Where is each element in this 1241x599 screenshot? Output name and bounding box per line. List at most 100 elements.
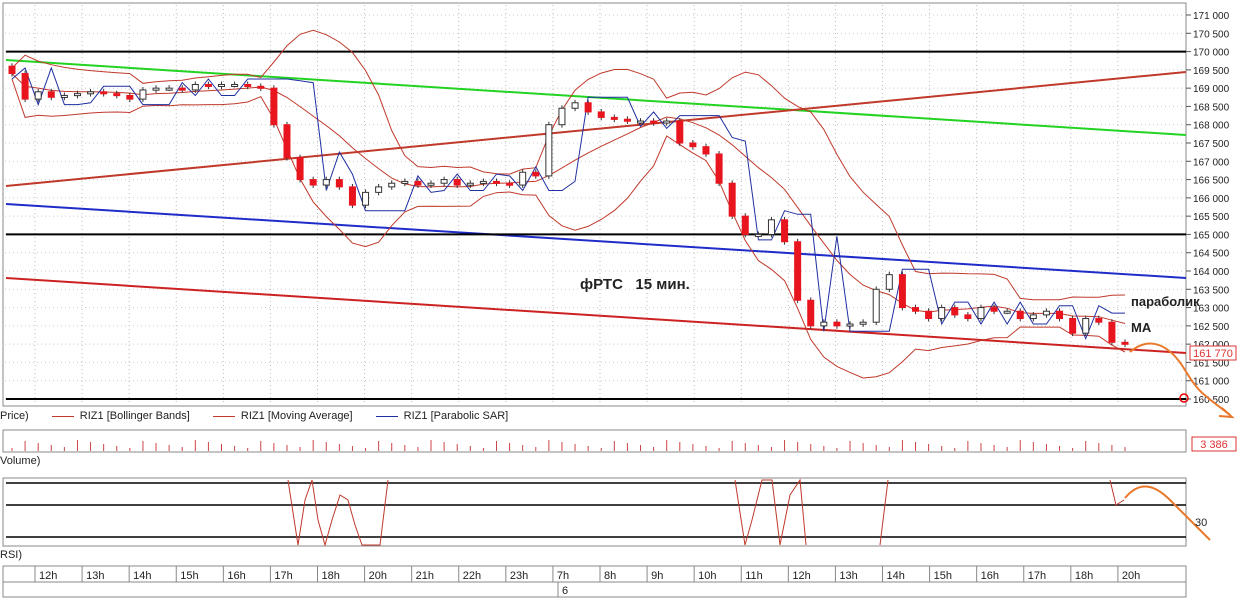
candle (584, 102, 592, 113)
legend-ma: RIZ1 [Moving Average] (212, 410, 353, 422)
candle (519, 171, 527, 186)
bollinger-lower (11, 78, 1126, 379)
bollinger-upper (11, 29, 1126, 301)
grid (5, 5, 1185, 404)
trend-line-red-up (5, 71, 1187, 187)
candle (139, 89, 147, 100)
candle (178, 87, 186, 91)
candle (126, 94, 134, 100)
candle (833, 321, 841, 327)
candle (47, 91, 55, 98)
candle (87, 91, 95, 95)
candle (283, 124, 291, 159)
price-tick-label: 161 000 (1193, 377, 1230, 388)
volume-last-box (1191, 436, 1237, 452)
candle (689, 142, 697, 148)
candle (414, 180, 422, 186)
candle (388, 182, 396, 188)
candle (872, 288, 880, 323)
trend-line-red-down (5, 277, 1187, 354)
candle (492, 180, 500, 184)
candle (204, 83, 212, 87)
price-tick-label: 161 500 (1193, 358, 1230, 369)
price-tick-label: 166 000 (1193, 194, 1230, 205)
candle (767, 219, 775, 235)
day-label: 6 (562, 585, 568, 597)
candle (113, 93, 121, 97)
candle (728, 182, 736, 217)
candle (807, 299, 815, 327)
candle (218, 83, 226, 87)
candle (335, 179, 343, 188)
price-tick-label: 169 500 (1193, 66, 1230, 77)
time-tick-label: 15h (934, 570, 952, 582)
time-tick-label: 11h (745, 570, 763, 582)
candle (938, 307, 946, 320)
price-tick-label: 163 500 (1193, 285, 1230, 296)
forecast-arrow (1129, 342, 1235, 419)
time-tick-label: 13h (86, 570, 104, 582)
candle (977, 307, 985, 320)
candle (8, 65, 16, 75)
time-labels: 12h 13h 14h 15h 16h 17h 18h 20h 21h 22h 23h 7h 8h 9h 1… (34, 566, 1140, 582)
candle (715, 153, 723, 184)
candle (479, 180, 487, 184)
candle (440, 179, 448, 184)
price-tick-label: 167 000 (1193, 157, 1230, 168)
price-tick-label: 171 000 (1193, 11, 1230, 22)
rsi-line (287, 478, 1125, 547)
time-tick-label: 22h (463, 570, 481, 582)
candle (702, 146, 710, 155)
price-tick-label: 162 500 (1193, 322, 1230, 333)
candle (34, 91, 42, 100)
candle (270, 87, 278, 126)
time-tick-label: 17h (274, 570, 292, 582)
legend-sar: RIZ1 [Parabolic SAR] (375, 410, 508, 422)
price-panel (2, 2, 1187, 407)
candle (951, 307, 959, 316)
rsi-panel-label: RSI) (0, 549, 22, 561)
price-tick-label: 166 500 (1193, 176, 1230, 187)
price-tick-label: 168 000 (1193, 121, 1230, 132)
candle (165, 87, 173, 91)
candle (597, 111, 605, 118)
price-tick-label: 164 000 (1193, 267, 1230, 278)
candle (191, 83, 199, 91)
candle (623, 118, 631, 122)
price-tick-label: 165 000 (1193, 230, 1230, 241)
candle (427, 182, 435, 186)
candle (794, 241, 802, 301)
time-tick-label: 16h (981, 570, 999, 582)
time-tick-label: 17h (1028, 570, 1046, 582)
chart-title: фРТС 15 мин. (580, 276, 690, 293)
volume-panel-label: Volume) (0, 455, 41, 467)
candle (820, 321, 828, 327)
price-tick-label: 163 000 (1193, 304, 1230, 315)
candle (1003, 310, 1011, 314)
candle (558, 107, 566, 126)
price-tick-label: 170 000 (1193, 48, 1230, 59)
price-tick-label: 170 500 (1193, 29, 1230, 40)
candle (257, 85, 265, 89)
time-tick-label: 16h (227, 570, 245, 582)
legend-bollinger: RIZ1 [Bollinger Bands] (51, 410, 190, 422)
last-price-box (1189, 345, 1237, 361)
candle (610, 116, 618, 120)
candle (362, 191, 370, 206)
candle (231, 83, 239, 87)
candle (532, 171, 540, 177)
candle (650, 120, 658, 124)
candle (741, 215, 749, 235)
candle (375, 186, 383, 193)
horizontal-levels (6, 50, 1186, 400)
candle (885, 274, 893, 290)
candle (296, 157, 304, 181)
time-tick-label: 14h (887, 570, 905, 582)
time-tick-label: 18h (1075, 570, 1093, 582)
time-tick-label: 14h (133, 570, 151, 582)
candle (453, 179, 461, 186)
time-tick-label: 20h (369, 570, 387, 582)
legend: Price) RIZ1 [Bollinger Bands] RIZ1 [Movi… (0, 410, 528, 428)
